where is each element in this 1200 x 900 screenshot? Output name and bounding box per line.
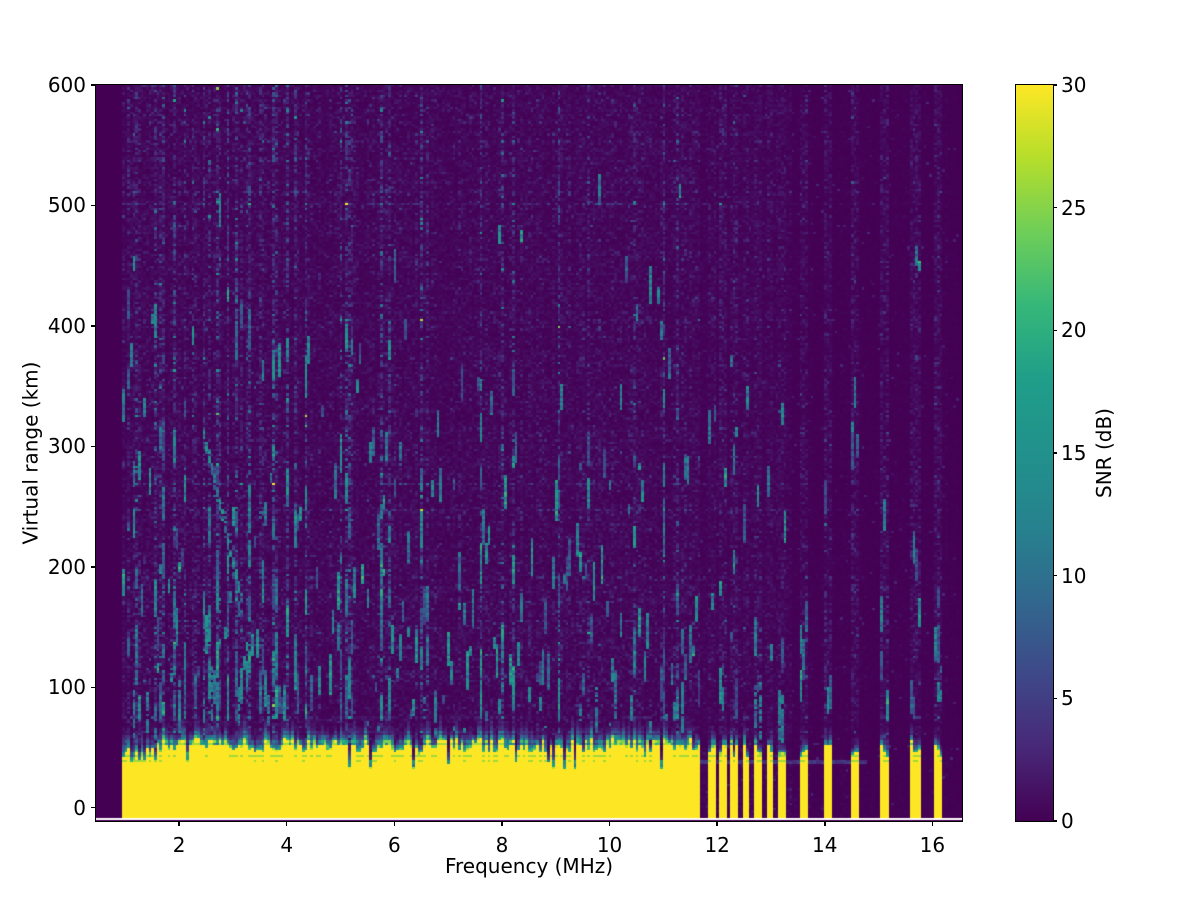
colorbar-tick-mark [1053,574,1057,577]
x-tick-label: 4 [280,833,294,857]
y-tick-mark [91,566,95,568]
x-tick-mark [931,822,934,826]
x-tick-label: 2 [172,833,186,857]
x-tick-mark [501,822,503,826]
x-tick-label: 14 [812,833,838,857]
colorbar-label: SNR (dB) [1092,408,1116,498]
x-tick-mark [716,822,718,826]
x-tick-label: 12 [704,833,730,857]
x-axis-label: Frequency (MHz) [444,854,614,878]
y-tick-label: 500 [47,193,86,218]
y-tick-label: 200 [47,554,86,579]
x-tick-mark [824,822,826,826]
y-tick-label: 600 [47,73,86,97]
y-tick-mark [91,445,95,448]
x-tick-label: 10 [596,833,623,857]
colorbar-tick-label: 30 [1061,73,1087,97]
colorbar-tick-mark [1053,84,1057,86]
colorbar-tick-label: 0 [1061,809,1074,833]
colorbar-tick-mark [1053,697,1057,700]
x-tick-label: 6 [387,833,401,857]
x-tick-mark [285,822,288,826]
colorbar-tick-label: 25 [1061,195,1087,220]
x-tick-mark [608,822,611,826]
colorbar-tick-label: 20 [1061,318,1087,343]
y-tick-mark [91,325,95,327]
x-tick-label: 16 [919,833,946,857]
y-tick-mark [91,84,95,86]
x-tick-label: 8 [495,833,509,857]
colorbar-tick-label: 10 [1061,563,1087,588]
y-tick-label: 0 [73,795,86,820]
y-tick-mark [91,686,95,689]
colorbar-label-wrap: SNR (dB) [1082,85,1126,821]
y-tick-label: 300 [47,434,86,459]
colorbar-gradient [1015,84,1054,822]
colorbar-tick-mark [1053,329,1057,332]
colorbar-tick-label: 15 [1061,441,1087,465]
y-tick-label: 400 [47,313,86,338]
y-tick-label: 100 [47,675,86,700]
x-tick-mark [178,822,180,826]
colorbar-tick-mark [1053,820,1057,822]
ionogram-heatmap [96,85,962,821]
colorbar-tick-mark [1053,206,1057,209]
y-tick-mark [91,204,95,207]
colorbar-tick-mark [1053,452,1057,454]
colorbar-tick-label: 5 [1061,686,1074,711]
x-tick-mark [393,822,396,826]
axes-frame [95,84,963,822]
y-tick-mark [91,806,95,809]
